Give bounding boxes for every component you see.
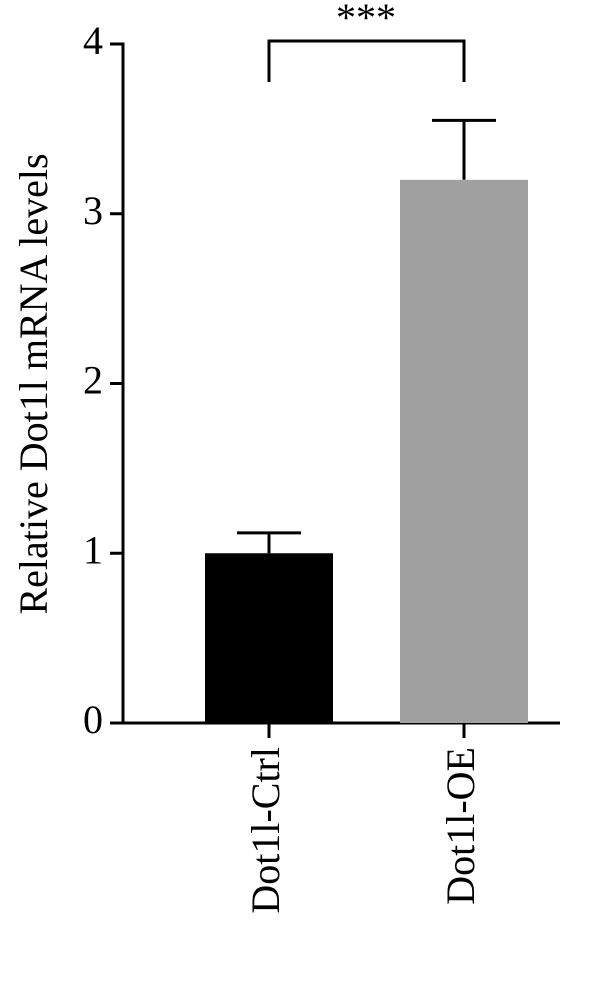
bar — [205, 553, 333, 723]
significance-label: *** — [336, 0, 396, 40]
y-tick-label: 1 — [83, 527, 103, 572]
bar — [400, 179, 528, 724]
y-tick-label: 2 — [83, 358, 103, 403]
x-tick-label: Dot1l-OE — [438, 747, 483, 905]
error-bar — [237, 531, 301, 554]
x-tick-label: Dot1l-Ctrl — [243, 747, 288, 914]
y-tick-label: 3 — [83, 188, 103, 233]
y-axis-label: Relative Dot1l mRNA levels — [11, 153, 56, 614]
y-tick-label: 4 — [83, 18, 103, 63]
y-tick-label: 0 — [83, 697, 103, 742]
significance-bracket — [267, 39, 466, 82]
error-bar — [432, 118, 496, 180]
